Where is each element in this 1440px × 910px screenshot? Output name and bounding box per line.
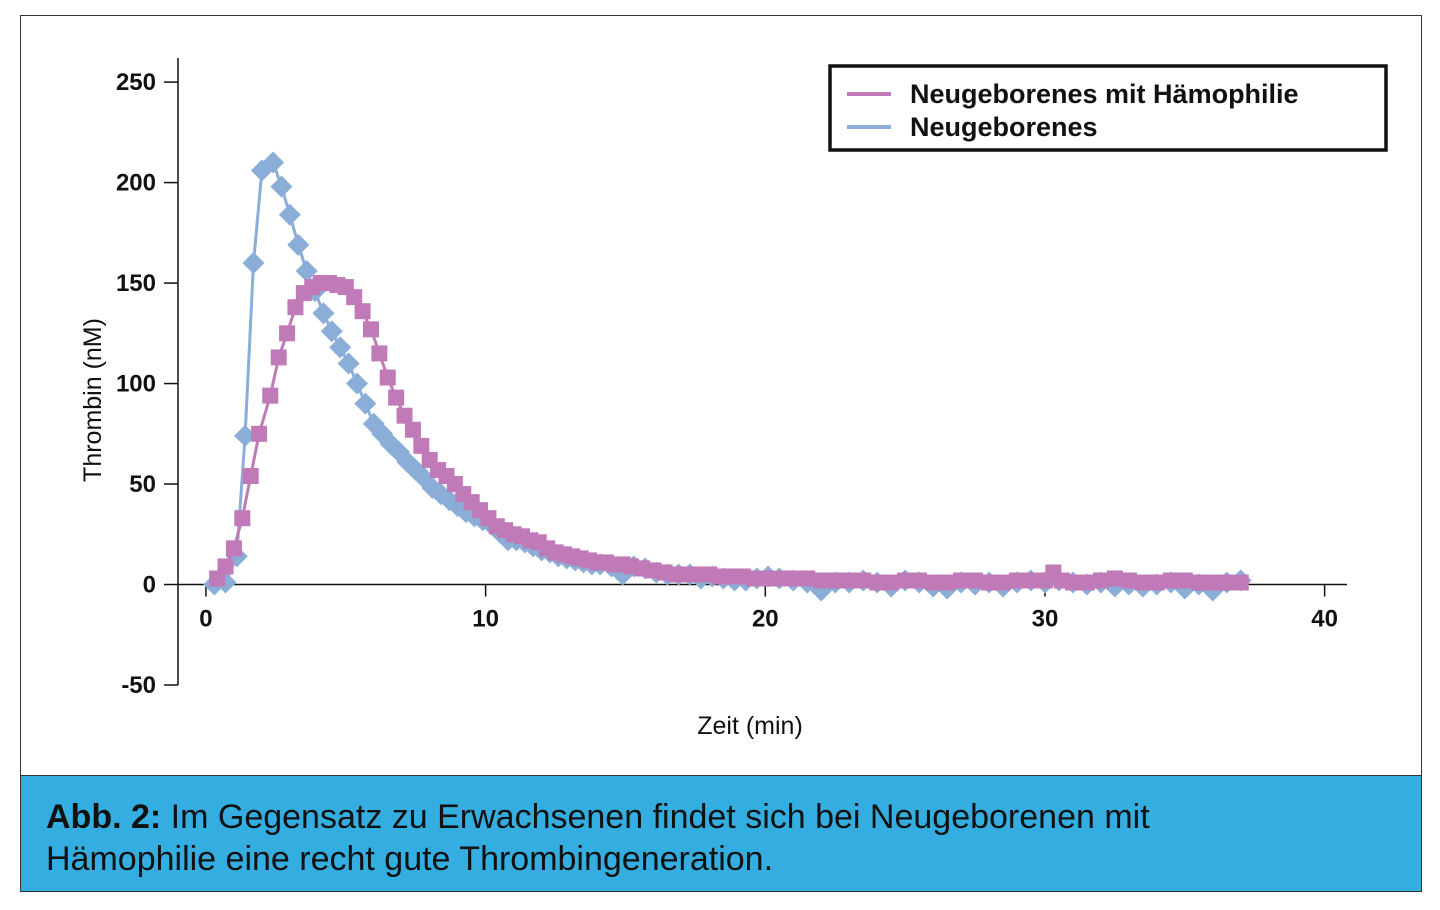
x-axis-title: Zeit (min) <box>697 712 803 740</box>
data-point <box>371 345 388 362</box>
data-point <box>242 251 265 274</box>
data-point <box>287 233 310 256</box>
series-neugeborenes <box>203 151 1252 602</box>
x-tick-label: 40 <box>1311 606 1338 633</box>
data-point <box>1092 572 1109 589</box>
x-tick-label: 30 <box>1032 606 1059 633</box>
caption-line-2: Hämophilie eine recht gute Thrombingener… <box>46 840 774 878</box>
caption-line-1: Im Gegensatz zu Erwachsenen findet sich … <box>161 798 1150 836</box>
data-point <box>1218 574 1235 591</box>
legend-label-neugeborenes: Neugeborenes <box>910 112 1098 142</box>
data-point <box>320 320 343 343</box>
data-point <box>827 572 844 589</box>
series-line <box>214 160 1241 593</box>
data-point <box>209 570 226 587</box>
data-point <box>262 387 279 404</box>
data-point <box>329 336 352 359</box>
data-point <box>234 510 251 527</box>
data-point <box>1008 572 1025 589</box>
legend: Neugeborenes mit Hämophilie Neugeborenes <box>828 64 1388 152</box>
data-point <box>1064 574 1081 591</box>
data-point <box>1134 574 1151 591</box>
series-layer <box>203 151 1252 602</box>
data-point <box>1078 574 1095 591</box>
data-point <box>953 572 970 589</box>
y-tick-label: 150 <box>116 270 156 297</box>
data-point <box>354 303 371 320</box>
data-point <box>1176 572 1193 589</box>
data-point <box>346 289 363 306</box>
y-axis-title: Thrombin (nM) <box>79 318 107 482</box>
data-point <box>379 369 396 386</box>
data-point <box>1232 574 1249 591</box>
data-point <box>967 572 984 589</box>
data-point <box>278 203 301 226</box>
data-point <box>354 392 377 415</box>
data-point <box>799 570 816 587</box>
figure-caption: Abb. 2: Im Gegensatz zu Erwachsenen find… <box>20 775 1422 892</box>
data-point <box>242 468 259 484</box>
y-tick-label: 100 <box>116 371 156 398</box>
data-point <box>1204 574 1221 591</box>
figure-frame: -50 0 50 100 150 200 250 0 10 20 30 40 Zeit (min) T… <box>20 15 1422 892</box>
axes: -50 0 50 100 150 200 250 0 10 20 30 40 <box>116 58 1347 699</box>
data-point <box>312 302 335 325</box>
x-tick-label: 10 <box>472 606 499 633</box>
data-point <box>939 574 956 591</box>
data-point <box>413 437 430 454</box>
data-point <box>785 570 802 587</box>
y-tick-label: 200 <box>116 170 156 197</box>
data-point <box>270 349 287 366</box>
data-point <box>270 175 293 198</box>
data-point <box>225 540 242 557</box>
caption-lead: Abb. 2: <box>46 798 162 836</box>
data-point <box>295 260 318 283</box>
data-point <box>981 574 998 591</box>
data-point <box>995 574 1012 591</box>
thrombin-chart: -50 0 50 100 150 200 250 0 10 20 30 40 Zeit (min) T… <box>79 58 1388 740</box>
data-point <box>1106 570 1123 587</box>
data-point <box>251 425 268 442</box>
data-point <box>771 570 788 587</box>
data-point <box>1162 572 1179 589</box>
data-point <box>1190 574 1207 591</box>
data-point <box>925 574 942 591</box>
data-point <box>250 159 273 182</box>
data-point <box>345 372 368 395</box>
data-point <box>1120 572 1137 589</box>
data-point <box>1148 574 1165 591</box>
data-point <box>217 558 234 575</box>
data-point <box>1022 572 1039 589</box>
data-point <box>388 389 405 406</box>
data-point <box>911 572 928 589</box>
data-point <box>841 572 858 589</box>
series-haemophilie <box>209 275 1249 591</box>
legend-label-haemophilie: Neugeborenes mit Hämophilie <box>910 79 1299 109</box>
data-point <box>869 574 886 591</box>
y-tick-label: 50 <box>129 471 156 498</box>
data-point <box>234 424 257 447</box>
data-point <box>813 572 830 589</box>
data-point <box>897 572 914 589</box>
x-tick-label: 0 <box>199 606 212 633</box>
data-point <box>362 321 379 338</box>
data-point <box>262 151 285 174</box>
y-tick-label: 0 <box>143 572 156 599</box>
data-point <box>404 421 421 438</box>
data-point <box>883 574 900 591</box>
legend-box <box>828 64 1388 152</box>
data-point <box>337 352 360 375</box>
y-tick-label: 250 <box>116 69 156 96</box>
data-point <box>287 299 304 316</box>
data-point <box>757 570 774 587</box>
y-tick-label: -50 <box>121 672 156 699</box>
x-tick-label: 20 <box>752 606 779 633</box>
data-point <box>855 572 872 589</box>
data-point <box>396 407 413 424</box>
data-point <box>279 325 296 342</box>
